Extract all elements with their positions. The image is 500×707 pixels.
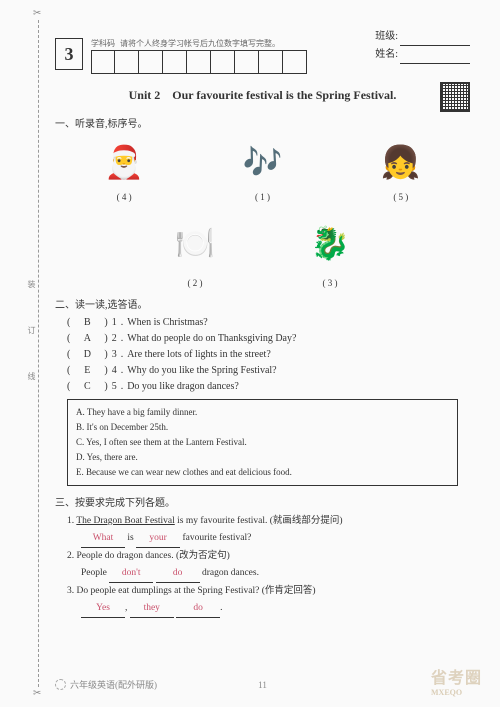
blank[interactable]: do: [176, 600, 220, 618]
lesson-number-box: 3: [55, 38, 83, 70]
q1-line1: 1. The Dragon Boat Festival is my favour…: [67, 513, 470, 530]
qa-line: (E)4.Why do you like the Spring Festival…: [67, 363, 470, 379]
section3-body: 1. The Dragon Boat Festival is my favour…: [67, 513, 470, 618]
pic-number: ( 1 ): [227, 192, 297, 202]
qa-line: (C)5.Do you like dragon dances?: [67, 379, 470, 395]
qa-line: (B)1.When is Christmas?: [67, 315, 470, 331]
page-number: 11: [258, 680, 267, 690]
watermark: 省考圈 MXEQO: [431, 664, 482, 697]
pic-item: 🎅 ( 4 ): [89, 134, 159, 202]
pic-item: 🐉 ( 3 ): [283, 210, 378, 288]
worksheet-page: 装 订 线 3 学科码 请将个人终身学习帐号后九位数字填写完整。 班级: 姓名:…: [0, 0, 500, 707]
class-name-block: 班级: 姓名:: [375, 28, 470, 64]
name-blank[interactable]: [400, 46, 470, 64]
class-label: 班级:: [375, 28, 398, 46]
class-blank[interactable]: [400, 28, 470, 46]
blank[interactable]: your: [136, 530, 180, 548]
qa-line: (D)3.Are there lots of lights in the str…: [67, 347, 470, 363]
dragon-icon: 🐉: [283, 210, 378, 275]
cut-line: [38, 20, 39, 687]
book-name: 六年级英语(配外研版): [70, 678, 157, 691]
blank[interactable]: What: [81, 530, 125, 548]
pic-number: ( 2 ): [148, 278, 243, 288]
name-label: 姓名:: [375, 46, 398, 64]
id-boxes: [91, 50, 307, 74]
pic-item: 🎶 ( 1 ): [227, 134, 297, 202]
answer-options-box: A. They have a big family dinner. B. It'…: [67, 399, 458, 486]
q3-line1: 3. Do people eat dumplings at the Spring…: [67, 583, 470, 600]
q2-line1: 2. People do dragon dances. (改为否定句): [67, 548, 470, 565]
blank[interactable]: don't: [109, 565, 153, 583]
header-hint: 请将个人终身学习帐号后九位数字填写完整。: [120, 38, 280, 49]
pic-number: ( 3 ): [283, 278, 378, 288]
pic-number: ( 4 ): [89, 192, 159, 202]
option-e: E. Because we can wear new clothes and e…: [76, 465, 449, 480]
blank[interactable]: do: [156, 565, 200, 583]
qa-line: (A)2.What do people do on Thanksgiving D…: [67, 331, 470, 347]
unit-title: Unit 2 Our favourite festival is the Spr…: [55, 86, 470, 103]
section1-heading: 一、听录音,标序号。: [55, 115, 470, 130]
section3-heading: 三、按要求完成下列各题。: [55, 494, 470, 509]
pic-item: 🍽️ ( 2 ): [148, 210, 243, 288]
cut-line-label: 装 订 线: [26, 280, 37, 398]
dinner-icon: 🍽️: [148, 210, 243, 275]
id-grid: 学科码 请将个人终身学习帐号后九位数字填写完整。: [91, 38, 307, 74]
option-d: D. Yes, there are.: [76, 450, 449, 465]
section1-row1: 🎅 ( 4 ) 🎶 ( 1 ) 👧 ( 5 ): [55, 134, 470, 202]
ring-icon: [55, 679, 66, 690]
section1-row2: 🍽️ ( 2 ) 🐉 ( 3 ): [55, 210, 470, 288]
header-row: 3 学科码 请将个人终身学习帐号后九位数字填写完整。 班级: 姓名:: [55, 28, 470, 74]
section2-qa: (B)1.When is Christmas? (A)2.What do peo…: [67, 315, 470, 395]
xkm-label: 学科码: [91, 38, 115, 49]
qr-code: [440, 82, 470, 112]
option-a: A. They have a big family dinner.: [76, 405, 449, 420]
santa-icon: 🎅: [89, 134, 159, 189]
blank[interactable]: Yes: [81, 600, 125, 618]
blank[interactable]: they: [130, 600, 174, 618]
q3-line2: Yes, they do.: [67, 600, 470, 618]
option-b: B. It's on December 25th.: [76, 420, 449, 435]
page-footer: 六年级英语(配外研版) 11: [55, 678, 470, 691]
girl-icon: 👧: [366, 134, 436, 189]
pic-number: ( 5 ): [366, 192, 436, 202]
option-c: C. Yes, I often see them at the Lantern …: [76, 435, 449, 450]
pic-item: 👧 ( 5 ): [366, 134, 436, 202]
music-icon: 🎶: [227, 134, 297, 189]
q2-line2: People don't do dragon dances.: [67, 565, 470, 583]
q1-line2: What is your favourite festival?: [67, 530, 470, 548]
section2-heading: 二、读一读,选答语。: [55, 296, 470, 311]
